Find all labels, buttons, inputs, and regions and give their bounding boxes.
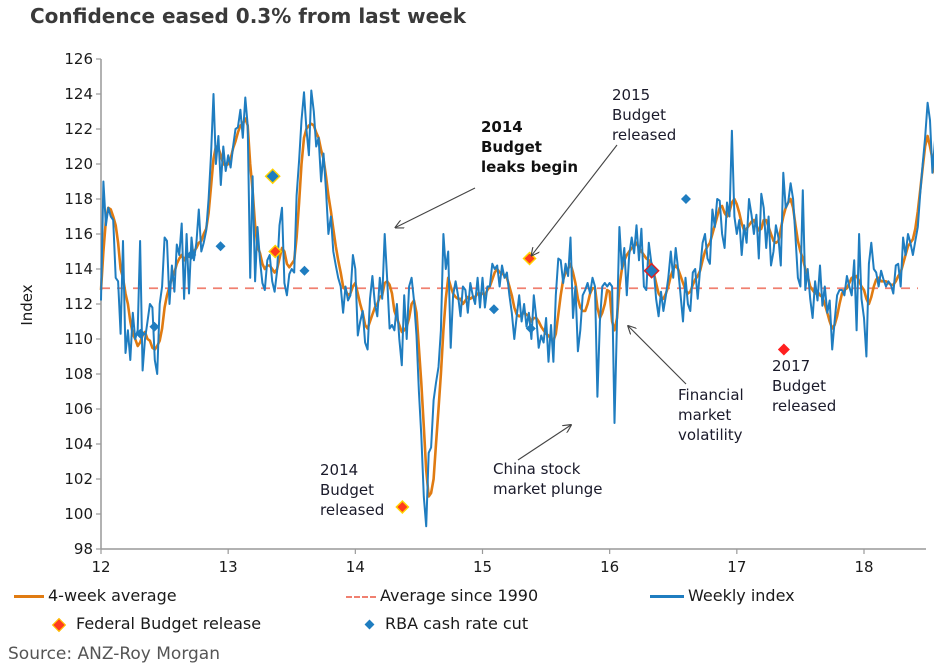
federal-budget-release-marker — [395, 499, 410, 515]
legend-label: Weekly index — [688, 586, 795, 605]
legend-item-average-since-1990: Average since 1990 — [346, 586, 538, 605]
annotation-text: released — [772, 397, 836, 415]
annotation-text: volatility — [678, 426, 743, 444]
rba-cash-rate-cut-marker — [680, 194, 691, 204]
annotation-text: market plunge — [493, 480, 602, 498]
y-tick-label: 106 — [64, 400, 93, 418]
y-tick-label: 98 — [74, 540, 93, 558]
x-tick-label: 16 — [600, 558, 619, 576]
x-tick-label: 13 — [219, 558, 238, 576]
source-note: Source: ANZ-Roy Morgan — [8, 644, 221, 664]
legend-item-4-week-average: 4-week average — [14, 586, 177, 605]
annotation-text: Budget — [612, 106, 666, 124]
y-tick-label: 118 — [64, 190, 93, 208]
rba-cash-rate-cut-marker — [149, 321, 160, 332]
annotation-text: Budget — [481, 138, 542, 156]
x-tick-label: 12 — [91, 558, 110, 576]
x-tick-label: 15 — [473, 558, 492, 576]
federal-budget-release-marker — [522, 251, 537, 266]
x-tick-label: 17 — [727, 558, 746, 576]
annotations: 2014 Budget leaks begin 2015 Budget released 2… — [320, 86, 836, 519]
annotation-text: released — [612, 126, 676, 144]
annotation-arrow — [628, 326, 687, 385]
rba-cash-rate-cut-marker — [186, 250, 197, 260]
annotation-text: 2017 — [772, 357, 810, 375]
y-tick-label: 116 — [64, 225, 93, 243]
legend-swatch-orange-line — [14, 595, 44, 598]
y-tick-label: 110 — [64, 330, 93, 348]
annotation-text: 2015 — [612, 86, 650, 104]
legend-item-federal-budget-release: Federal Budget release — [51, 614, 262, 633]
annotation-text: Budget — [772, 377, 826, 395]
annotation-text: 2014 — [481, 118, 523, 136]
y-tick-label: 104 — [64, 435, 93, 453]
annotation-text: leaks begin — [481, 158, 578, 176]
y-axis-label: Index — [18, 284, 36, 325]
y-tick-label: 114 — [64, 260, 93, 278]
legend-label: Federal Budget release — [76, 614, 262, 633]
annotation-text: released — [320, 501, 384, 519]
y-tick-label: 112 — [64, 295, 93, 313]
chart-title: Confidence eased 0.3% from last week — [29, 4, 466, 28]
legend-swatch-dashed-line — [346, 595, 376, 598]
y-tick-label: 126 — [64, 50, 93, 68]
y-tick-label: 120 — [64, 155, 93, 173]
legend-swatch-blue-line — [650, 595, 684, 598]
federal-budget-release-marker — [777, 343, 790, 356]
legend-item-rba-cash-rate-cut: RBA cash rate cut — [364, 614, 529, 633]
rba-cash-rate-cut-marker — [488, 304, 499, 315]
rba-cash-rate-cut-marker — [215, 241, 226, 252]
legend-label: 4-week average — [48, 586, 177, 605]
weekly-index-line — [100, 89, 934, 528]
rba-cash-rate-cut-marker — [264, 168, 281, 185]
annotation-text: Budget — [320, 481, 374, 499]
markers — [135, 168, 790, 515]
rba-cash-rate-cut-marker — [135, 328, 146, 339]
diamond-icon-blue — [364, 619, 375, 630]
federal-budget-release-marker — [268, 244, 283, 259]
y-tick-label: 100 — [64, 505, 93, 523]
annotation-text: Financial — [678, 386, 744, 404]
diamond-icon-orange — [51, 617, 67, 632]
annotation-text: China stock — [493, 460, 581, 478]
y-tick-label: 124 — [64, 85, 93, 103]
federal-budget-release-marker — [643, 262, 660, 279]
y-tick-label: 108 — [64, 365, 93, 383]
annotation-arrow — [395, 187, 476, 228]
annotation-text: market — [678, 406, 731, 424]
legend-item-weekly-index: Weekly index — [650, 586, 795, 605]
x-tick-label: 14 — [346, 558, 365, 576]
rba-cash-rate-cut-marker — [299, 265, 310, 276]
annotation-text: 2014 — [320, 461, 358, 479]
rba-cash-rate-cut-marker — [525, 323, 536, 334]
axes: 98 100 102 104 106 108 110 112 114 116 118 120 122 12… — [64, 50, 926, 576]
legend-label: Average since 1990 — [380, 586, 539, 605]
x-tick-label: 18 — [854, 558, 873, 576]
y-tick-label: 102 — [64, 470, 93, 488]
legend-label: RBA cash rate cut — [385, 614, 529, 633]
annotation-arrow — [532, 144, 618, 256]
annotation-arrow — [517, 425, 571, 461]
y-tick-label: 122 — [64, 120, 93, 138]
series-lines — [99, 89, 934, 528]
